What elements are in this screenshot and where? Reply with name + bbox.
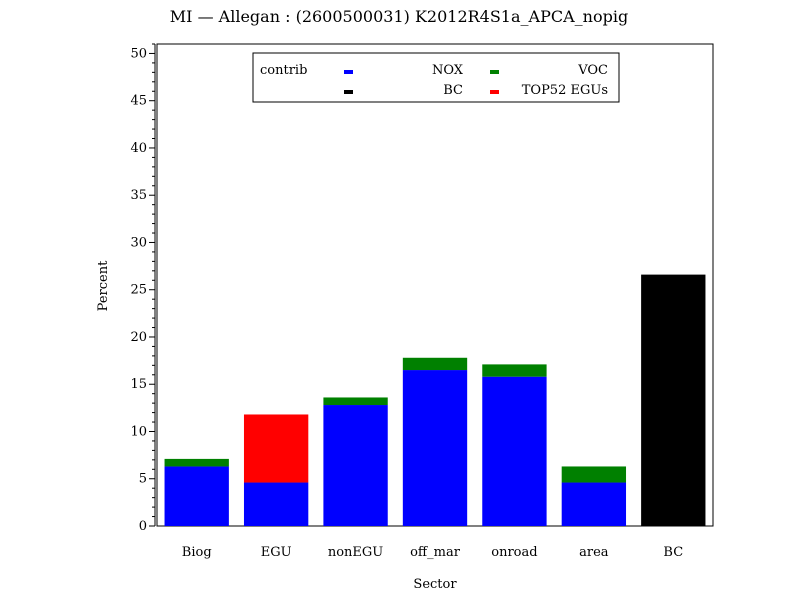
bar-segment-nox bbox=[243, 482, 309, 526]
legend-swatch bbox=[344, 90, 353, 94]
bar-segment-voc bbox=[164, 458, 229, 467]
legend-label: NOX bbox=[432, 63, 464, 78]
x-tick-label: EGU bbox=[261, 545, 292, 560]
legend-label: TOP52 EGUs bbox=[522, 83, 608, 98]
y-tick-label: 40 bbox=[130, 141, 147, 156]
bar-segment-voc bbox=[561, 466, 627, 483]
legend-swatch bbox=[344, 70, 353, 74]
legend-label: VOC bbox=[577, 63, 608, 78]
x-axis: Biog EGU nonEGU off_mar onroad area BC bbox=[182, 545, 683, 560]
legend-box bbox=[252, 52, 620, 103]
legend: contrib NOX VOC BC TOP52 EGUs bbox=[252, 52, 620, 103]
bar-segment-nox bbox=[482, 376, 547, 526]
chart-title: MI — Allegan : (2600500031) K2012R4S1a_A… bbox=[170, 7, 628, 26]
y-tick-label: 35 bbox=[130, 188, 147, 203]
x-tick-label: nonEGU bbox=[328, 545, 383, 560]
bar-segment-voc bbox=[482, 364, 547, 377]
y-tick-label: 45 bbox=[130, 94, 147, 109]
bar-segment-voc bbox=[323, 397, 388, 406]
y-axis-label: Percent bbox=[96, 260, 111, 311]
legend-items: NOX VOC BC TOP52 EGUs bbox=[344, 63, 608, 98]
x-tick-label: BC bbox=[663, 545, 683, 560]
y-tick-label: 20 bbox=[130, 330, 147, 345]
x-tick-label: Biog bbox=[182, 545, 212, 560]
x-tick-label: off_mar bbox=[410, 545, 461, 560]
legend-swatch bbox=[490, 90, 499, 94]
x-tick-label: area bbox=[579, 545, 609, 560]
x-axis-label: Sector bbox=[413, 577, 457, 592]
y-tick-label: 30 bbox=[130, 235, 147, 250]
y-tick-label: 25 bbox=[130, 283, 147, 298]
legend-swatch bbox=[490, 70, 499, 74]
bar-segment-nox bbox=[323, 405, 388, 526]
bar-segment-nox bbox=[561, 482, 627, 526]
bar-segment-nox bbox=[164, 466, 229, 526]
y-tick-label: 10 bbox=[130, 424, 147, 439]
y-tick-label: 15 bbox=[130, 377, 147, 392]
y-tick-label: 50 bbox=[130, 46, 147, 61]
x-tick-label: onroad bbox=[491, 545, 537, 560]
legend-title: contrib bbox=[260, 63, 307, 78]
bar-segment-voc bbox=[402, 357, 468, 371]
y-tick-label: 0 bbox=[139, 519, 147, 534]
bar-segment-bc bbox=[641, 274, 706, 526]
bar-segment-top52-egus bbox=[243, 414, 309, 483]
y-axis: 0 5 10 15 20 25 30 35 40 45 50 bbox=[130, 43, 156, 534]
legend-label: BC bbox=[443, 83, 463, 98]
bars-group bbox=[164, 274, 706, 526]
y-tick-label: 5 bbox=[139, 472, 147, 487]
bar-segment-nox bbox=[402, 370, 468, 526]
